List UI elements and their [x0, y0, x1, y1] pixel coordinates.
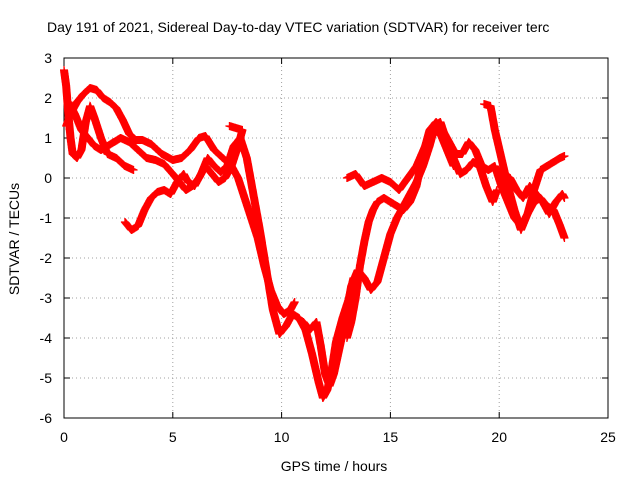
series-track-5	[299, 126, 458, 391]
series-markers	[120, 134, 358, 402]
y-tick-label: -1	[40, 210, 53, 226]
x-axis: 0 5 10 15 20 25	[60, 58, 616, 445]
x-tick-label: 20	[491, 429, 507, 445]
series-markers	[342, 118, 569, 342]
x-tick-label: 25	[600, 429, 616, 445]
x-tick-label: 0	[60, 429, 68, 445]
y-tick-label: 2	[44, 90, 52, 106]
series-track-9	[493, 166, 569, 218]
y-axis: -6 -5 -4 -3 -2 -1 0 1 2 3	[40, 50, 608, 426]
series-group	[60, 66, 569, 402]
y-tick-label: -3	[40, 290, 53, 306]
series-track-7	[342, 118, 501, 207]
series-track-6	[342, 118, 569, 342]
y-tick-label: -2	[40, 250, 53, 266]
y-tick-label: -6	[40, 410, 53, 426]
y-tick-label: -4	[40, 330, 53, 346]
x-tick-label: 10	[274, 429, 290, 445]
y-tick-label: 1	[44, 130, 52, 146]
plot-frame	[63, 57, 609, 419]
y-tick-label: -5	[40, 370, 53, 386]
y-tick-label: 3	[44, 50, 52, 66]
series-markers	[299, 126, 458, 390]
series-track-3	[64, 98, 247, 194]
x-tick-label: 5	[169, 429, 177, 445]
y-axis-label: SDTVAR / TECUs	[6, 183, 22, 295]
series-line	[302, 127, 455, 391]
series-line	[64, 86, 297, 316]
y-tick-label: 0	[44, 170, 52, 186]
x-axis-label: GPS time / hours	[281, 458, 388, 474]
series-track-4	[120, 134, 358, 402]
chart-title: Day 191 of 2021, Sidereal Day-to-day VTE…	[47, 19, 549, 35]
series-markers	[342, 118, 501, 206]
x-tick-label: 15	[383, 429, 399, 445]
series-markers	[493, 166, 569, 218]
